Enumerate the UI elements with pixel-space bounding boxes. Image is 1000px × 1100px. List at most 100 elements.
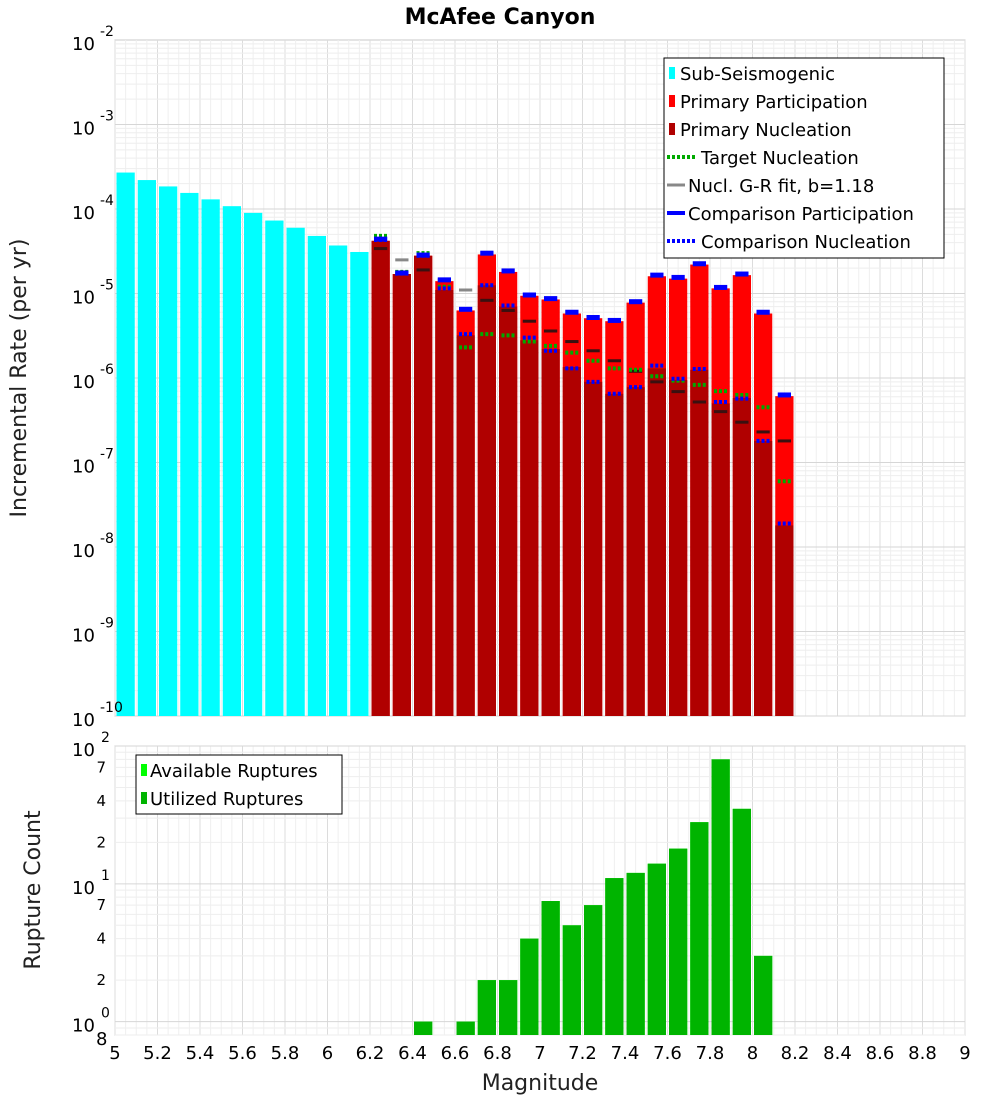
- bottom-y-minor-tick-2: 7: [96, 896, 106, 914]
- bar-sub-seismogenic-6: [244, 212, 263, 716]
- x-tick-20: 9: [959, 1043, 970, 1064]
- x-tick-14: 7.8: [696, 1043, 725, 1064]
- bottom-legend-swatch-1: [141, 792, 147, 804]
- bottom-y-minor-tick-1: 4: [96, 930, 106, 948]
- bar-primary-nucleation-5: [477, 285, 496, 716]
- x-tick-8: 6.6: [441, 1043, 470, 1064]
- x-tick-13: 7.6: [653, 1043, 682, 1064]
- bar-primary-nucleation-6: [499, 306, 518, 716]
- top-y-tick-base: 10: [72, 372, 95, 393]
- bar-utilized-ruptures-7: [584, 905, 603, 1035]
- bar-utilized-ruptures-15: [754, 955, 773, 1035]
- bar-sub-seismogenic-5: [222, 206, 241, 716]
- bar-utilized-ruptures-0: [414, 1021, 433, 1035]
- bar-utilized-ruptures-13: [711, 759, 730, 1035]
- bar-primary-nucleation-1: [392, 274, 411, 716]
- bar-sub-seismogenic-2: [159, 186, 178, 716]
- top-y-tick-base: 10: [72, 203, 95, 224]
- top-legend-item-5: Comparison Participation: [667, 204, 914, 225]
- top-y-tick-exponent: -8: [100, 531, 114, 547]
- bar-sub-seismogenic-7: [265, 220, 284, 716]
- bottom-y-minor-tick-0: 2: [96, 971, 106, 989]
- x-tick-15: 8: [747, 1043, 758, 1064]
- top-y-tick-exponent: -5: [100, 278, 114, 294]
- bar-utilized-ruptures-8: [605, 878, 624, 1035]
- bar-primary-nucleation-2: [414, 255, 433, 716]
- top-y-tick-6: 10 -4: [72, 193, 114, 224]
- x-tick-2: 5.4: [186, 1043, 215, 1064]
- top-legend: Sub-Seismogenic Primary Participation Prim…: [663, 57, 945, 259]
- bottom-y-minor-tick-3: 2: [96, 833, 106, 851]
- bar-primary-nucleation-12: [626, 387, 645, 716]
- chart-title: McAfee Canyon: [405, 5, 596, 30]
- bar-utilized-ruptures-11: [669, 848, 688, 1035]
- bar-primary-nucleation-11: [605, 393, 624, 716]
- bottom-y-minor-tick-5: 7: [96, 758, 106, 776]
- bottom-y-tick-2: 10 2: [72, 730, 110, 761]
- top-plot: 10 -10 10 -9 10 -8 10 -7 10 -6 10 -5 10 -4 10 -3 10 -2 In…: [7, 24, 966, 731]
- bottom-y-ticks: 10 0 10 1 10 2 2 4 7 2 4 7 8: [72, 730, 110, 1050]
- bar-primary-nucleation-13: [647, 368, 666, 716]
- top-y-tick-exponent: -2: [100, 24, 114, 40]
- bottom-bars: [414, 759, 773, 1035]
- top-legend-swatch-2: [669, 123, 675, 135]
- bottom-y-minor-tick-4: 4: [96, 792, 106, 810]
- x-tick-1: 5.2: [143, 1043, 172, 1064]
- x-tick-18: 8.6: [866, 1043, 895, 1064]
- top-y-tick-exponent: -6: [100, 362, 114, 378]
- top-legend-box: [663, 57, 945, 259]
- top-y-tick-exponent: -10: [100, 700, 123, 716]
- bar-sub-seismogenic-9: [307, 235, 326, 716]
- top-y-tick-exponent: -9: [100, 616, 114, 632]
- bar-primary-nucleation-10: [584, 381, 603, 716]
- bar-utilized-ruptures-9: [626, 872, 645, 1035]
- top-legend-label-1: Primary Participation: [680, 92, 868, 113]
- bar-utilized-ruptures-5: [541, 901, 560, 1035]
- bar-primary-nucleation-15: [690, 369, 709, 716]
- bottom-y-tick-1: 10 1: [72, 868, 110, 899]
- bar-primary-nucleation-14: [669, 379, 688, 716]
- bar-utilized-ruptures-14: [732, 808, 751, 1035]
- top-legend-item-0: Sub-Seismogenic: [669, 64, 835, 85]
- top-legend-swatch-0: [669, 67, 675, 79]
- bottom-plot: 10 0 10 1 10 2 2 4 7 2 4 7 8 5 5.2 5.4 5.6 5.8 6 6.2 6.4 6.6…: [21, 730, 971, 1096]
- bottom-legend-item-1: Utilized Ruptures: [141, 789, 303, 810]
- top-y-tick-base: 10: [72, 457, 95, 478]
- top-y-tick-exponent: -4: [100, 193, 114, 209]
- top-y-axis-label: Incremental Rate (per yr): [7, 239, 32, 518]
- bottom-y-tick-base: 10: [72, 1016, 95, 1037]
- top-marks: [374, 233, 791, 526]
- x-tick-9: 6.8: [483, 1043, 512, 1064]
- top-y-tick-base: 10: [72, 710, 95, 731]
- bottom-legend-swatch-0: [141, 764, 147, 776]
- top-legend-label-5: Comparison Participation: [688, 204, 914, 225]
- bottom-y-tick-base: 10: [72, 878, 95, 899]
- bottom-y-tick-exponent: 1: [101, 868, 110, 884]
- top-y-tick-1: 10 -9: [72, 616, 114, 647]
- top-y-tick-8: 10 -2: [72, 24, 114, 55]
- bottom-legend-box: [135, 754, 343, 815]
- x-tick-11: 7.2: [568, 1043, 597, 1064]
- bottom-y-min-tick: 8: [96, 1029, 107, 1050]
- bottom-legend-label-0: Available Ruptures: [150, 761, 318, 782]
- bottom-y-tick-exponent: 2: [101, 730, 110, 746]
- bar-primary-nucleation-0: [371, 240, 390, 716]
- top-y-tick-base: 10: [72, 288, 95, 309]
- top-legend-item-1: Primary Participation: [669, 92, 868, 113]
- top-y-tick-0: 10 -10: [72, 700, 123, 731]
- top-y-tick-exponent: -7: [100, 447, 114, 463]
- bar-utilized-ruptures-6: [562, 925, 581, 1035]
- x-tick-6: 6.2: [356, 1043, 385, 1064]
- bottom-legend-item-0: Available Ruptures: [141, 761, 318, 782]
- top-y-tick-2: 10 -8: [72, 531, 114, 562]
- x-ticks: 5 5.2 5.4 5.6 5.8 6 6.2 6.4 6.6 6.8 7 7.2 7.4 7.6 7.8 8…: [109, 1043, 970, 1064]
- bottom-y-axis-label: Rupture Count: [21, 810, 46, 970]
- bottom-y-tick-0: 10 0: [72, 1006, 110, 1037]
- top-y-tick-base: 10: [72, 34, 95, 55]
- bottom-legend: Available Ruptures Utilized Ruptures: [135, 754, 343, 815]
- bar-sub-seismogenic-0: [116, 172, 135, 717]
- x-tick-17: 8.4: [823, 1043, 852, 1064]
- top-legend-label-0: Sub-Seismogenic: [680, 64, 835, 85]
- top-y-tick-base: 10: [72, 541, 95, 562]
- x-axis-label: Magnitude: [482, 1071, 599, 1096]
